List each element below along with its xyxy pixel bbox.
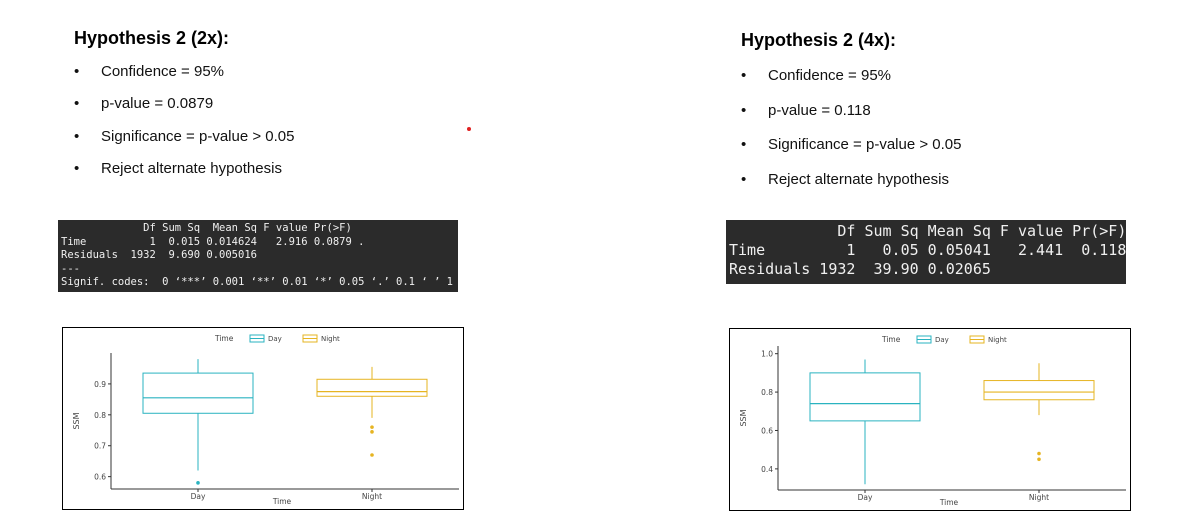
anova-line: Time 1 0.05 0.05041 2.441 0.118 (729, 241, 1126, 259)
y-tick-label: 0.8 (94, 411, 106, 420)
chart: Time Day Night 0.6 0.7 0.8 0.9 Day Night Time SSM (62, 327, 464, 510)
legend-label: Day (268, 335, 282, 343)
outlier (1037, 457, 1041, 462)
outlier (370, 453, 374, 457)
y-axis-label: SSM (739, 409, 748, 426)
anova-line: --- (61, 262, 80, 275)
y-tick-label: 0.8 (761, 388, 773, 397)
box (142, 372, 254, 414)
panel-title: Hypothesis 2 (4x): (741, 30, 897, 50)
bullet: Confidence = 95% (74, 63, 224, 80)
panel-title: Hypothesis 2 (2x): (74, 28, 230, 48)
red-dot (467, 127, 471, 131)
outlier (370, 425, 374, 429)
box (316, 378, 428, 397)
y-tick-label: 0.4 (761, 465, 773, 474)
y-axis-label: SSM (72, 412, 81, 429)
y-tick-label: 1.0 (761, 350, 773, 359)
anova-line: Signif. codes: 0 ‘***’ 0.001 ‘**’ 0.01 ‘… (61, 276, 453, 288)
anova-line: Residuals 1932 39.90 0.02065 (729, 260, 991, 278)
x-tick-label: Day (858, 493, 873, 502)
chart: Time Day Night 0.4 0.6 0.8 1.0 Day Night Time SSM (729, 328, 1131, 511)
legend-label: Night (988, 336, 1007, 344)
legend-title: Time (214, 334, 234, 343)
outlier (1037, 451, 1041, 456)
anova-output: Df Sum Sq Mean Sq F value Pr(>F) Time 1 0… (58, 220, 458, 292)
outlier (370, 430, 374, 434)
x-axis-label: Time (272, 497, 292, 506)
box (809, 372, 921, 422)
bullet: Reject alternate hypothesis (741, 171, 949, 188)
anova-line: Time 1 0.015 0.014624 2.916 0.0879 . (61, 235, 365, 248)
anova-line: Residuals 1932 9.690 0.005016 (61, 249, 257, 261)
bullet: p-value = 0.118 (741, 102, 871, 119)
x-tick-label: Night (362, 492, 382, 501)
legend-label: Night (321, 335, 340, 343)
y-tick-label: 0.9 (94, 380, 106, 389)
y-tick-label: 0.6 (94, 473, 106, 482)
y-tick-label: 0.6 (761, 426, 773, 435)
legend-title: Time (881, 335, 901, 344)
outlier (196, 481, 200, 485)
x-tick-label: Night (1029, 493, 1049, 502)
bullet: p-value = 0.0879 (74, 95, 213, 112)
box (983, 380, 1095, 401)
anova-output: Df Sum Sq Mean Sq F value Pr(>F) Time 1 0… (726, 220, 1126, 284)
x-axis-label: Time (939, 498, 959, 507)
y-tick-label: 0.7 (94, 442, 106, 451)
bullet: Confidence = 95% (741, 67, 891, 84)
legend-label: Day (935, 336, 949, 344)
bullet: Reject alternate hypothesis (74, 160, 282, 177)
anova-line: Df Sum Sq Mean Sq F value Pr(>F) (61, 222, 352, 234)
bullet: Significance = p-value > 0.05 (74, 128, 295, 145)
bullet: Significance = p-value > 0.05 (741, 136, 962, 153)
anova-line: Df Sum Sq Mean Sq F value Pr(>F) (729, 222, 1126, 240)
x-tick-label: Day (191, 492, 206, 501)
